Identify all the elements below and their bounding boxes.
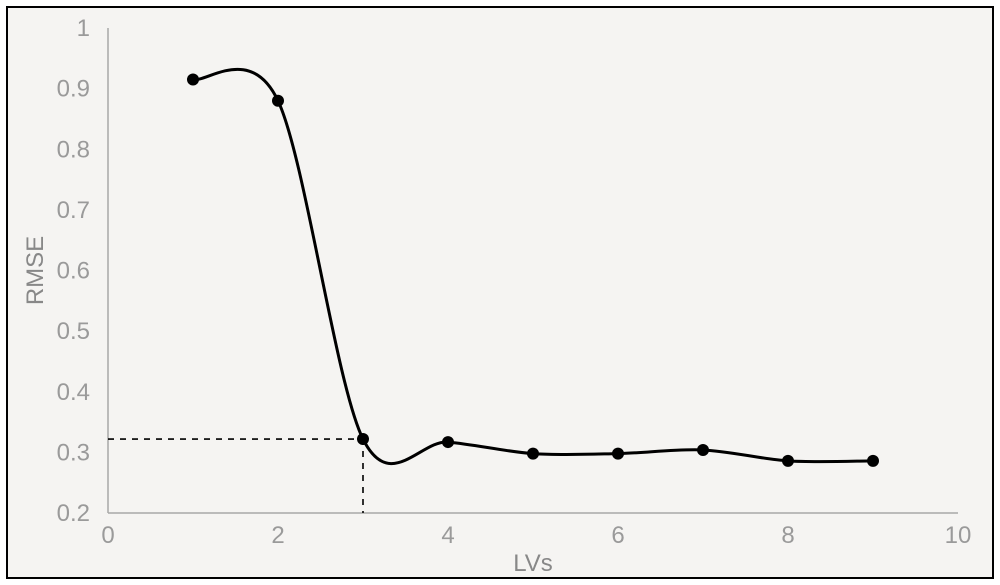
data-point (527, 448, 539, 460)
x-tick-label: 2 (271, 522, 284, 549)
y-tick-label: 0.9 (57, 76, 90, 103)
x-axis-label: LVs (513, 550, 553, 577)
y-axis-label: RMSE (22, 236, 49, 305)
x-tick-label: 0 (101, 522, 114, 549)
data-point (272, 95, 284, 107)
x-tick-label: 10 (945, 522, 972, 549)
y-tick-label: 0.3 (57, 439, 90, 466)
rmse-line (193, 69, 873, 463)
data-point (442, 436, 454, 448)
x-tick-label: 6 (611, 522, 624, 549)
data-point (867, 455, 879, 467)
y-tick-label: 0.4 (57, 379, 90, 406)
x-tick-label: 4 (441, 522, 454, 549)
data-point (697, 444, 709, 456)
y-tick-label: 0.2 (57, 500, 90, 527)
y-tick-label: 0.7 (57, 197, 90, 224)
chart-frame: 0.20.30.40.50.60.70.80.910246810RMSELVs (6, 6, 994, 579)
data-point (187, 74, 199, 86)
y-tick-label: 0.8 (57, 136, 90, 163)
y-tick-label: 0.6 (57, 258, 90, 285)
data-point (782, 455, 794, 467)
data-point (357, 433, 369, 445)
y-tick-label: 0.5 (57, 318, 90, 345)
data-point (612, 448, 624, 460)
rmse-vs-lvs-chart: 0.20.30.40.50.60.70.80.910246810RMSELVs (8, 8, 992, 577)
x-tick-label: 8 (781, 522, 794, 549)
y-tick-label: 1 (77, 15, 90, 42)
